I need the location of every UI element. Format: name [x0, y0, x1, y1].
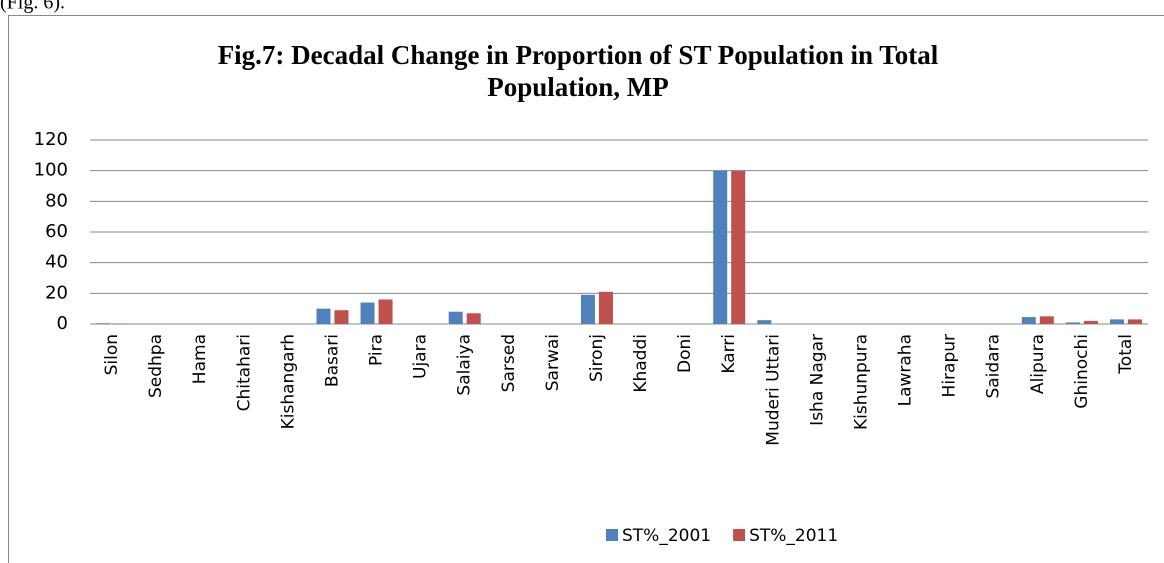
x-tick-label: Chitahari — [234, 334, 254, 411]
x-tick-label: Hama — [190, 334, 210, 384]
x-tick-label: Alipura — [1028, 334, 1048, 394]
x-tick-label: Lawraha — [896, 334, 916, 406]
legend-swatch — [606, 529, 618, 541]
chart-border — [8, 15, 1164, 563]
chart-title: Population, MP — [487, 72, 669, 102]
bar — [1127, 319, 1142, 324]
bar — [316, 308, 331, 324]
bar — [1039, 316, 1054, 324]
bar — [731, 170, 746, 324]
x-tick-label: Kishangarh — [278, 334, 298, 429]
x-tick-label: Silon — [102, 334, 122, 375]
bar — [360, 302, 375, 324]
y-tick-label: 60 — [45, 221, 68, 242]
bar — [1109, 319, 1124, 324]
x-tick-label: Ghinochi — [1072, 334, 1092, 409]
bar — [598, 291, 613, 324]
bar — [580, 294, 595, 324]
x-tick-label: Muderi Uttari — [763, 334, 783, 446]
y-tick-label: 20 — [45, 282, 68, 303]
x-tick-label: Pira — [367, 334, 387, 366]
y-tick-label: 120 — [34, 129, 68, 150]
bar — [1021, 317, 1036, 324]
legend-swatch — [733, 529, 746, 541]
x-tick-label: Ujara — [411, 334, 431, 379]
bar — [757, 320, 772, 324]
legend-label: ST%_2011 — [749, 526, 838, 546]
y-tick-label: 80 — [45, 190, 68, 211]
x-tick-label: Hirapur — [940, 334, 960, 397]
x-tick-label: Sarsed — [499, 334, 519, 392]
chart-title: Fig.7: Decadal Change in Proportion of S… — [218, 40, 939, 70]
x-tick-label: Sironj — [587, 334, 607, 382]
bar — [96, 323, 111, 324]
x-tick-label: Isha Nagar — [807, 334, 827, 426]
x-tick-label: Total — [1116, 334, 1136, 375]
bar — [466, 313, 481, 324]
x-tick-label: Basari — [322, 334, 342, 387]
y-tick-label: 40 — [45, 252, 68, 273]
bar — [1083, 320, 1098, 324]
y-tick-label: 0 — [57, 313, 68, 334]
y-tick-label: 100 — [34, 160, 68, 181]
x-tick-label: Karri — [719, 334, 739, 374]
bar — [378, 299, 393, 324]
x-tick-label: Sedhpa — [146, 334, 166, 398]
bar — [1065, 322, 1080, 324]
bar — [713, 170, 728, 324]
x-tick-label: Doni — [675, 334, 695, 373]
x-tick-label: Saidara — [984, 334, 1004, 399]
bar — [448, 311, 463, 324]
legend-label: ST%_2001 — [622, 526, 711, 546]
x-tick-label: Sarwai — [543, 334, 563, 391]
x-tick-label: Khaddi — [631, 334, 651, 393]
x-tick-label: Kishunpura — [851, 334, 871, 430]
bar — [334, 310, 349, 324]
x-tick-label: Salaiya — [455, 334, 475, 396]
preceding-text: (Fig. 6). — [0, 0, 65, 14]
